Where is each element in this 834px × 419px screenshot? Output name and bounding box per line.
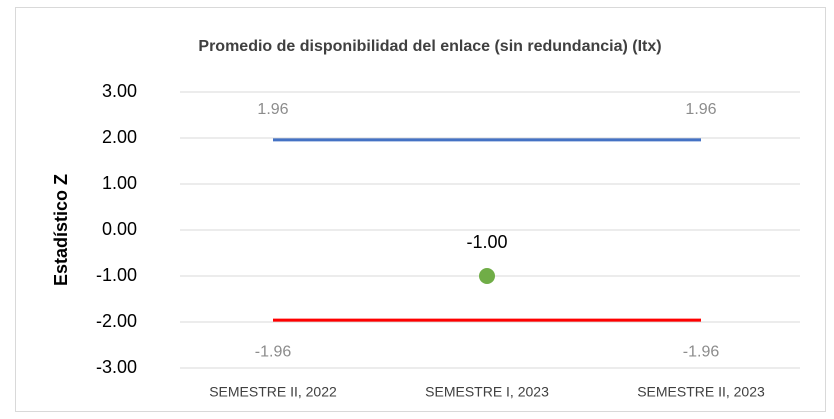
y-tick-label: 3.00 [102, 81, 137, 101]
data-label: 1.96 [257, 101, 288, 118]
x-tick-label: SEMESTRE I, 2023 [425, 384, 549, 400]
y-tick-label: -1.00 [96, 265, 137, 285]
data-label: -1.96 [255, 343, 292, 360]
chart-title: Promedio de disponibilidad del enlace (s… [198, 38, 661, 55]
y-axis-label: Estadístico Z [51, 174, 71, 286]
data-label: 1.96 [685, 101, 716, 118]
x-tick-label: SEMESTRE II, 2023 [637, 384, 765, 400]
y-tick-label: 1.00 [102, 173, 137, 193]
data-label: -1.96 [683, 343, 720, 360]
chart-border [15, 7, 826, 412]
data-label: -1.00 [466, 232, 507, 252]
series-marker [479, 268, 495, 284]
x-tick-label: SEMESTRE II, 2022 [209, 384, 337, 400]
y-tick-label: -2.00 [96, 311, 137, 331]
y-tick-label: 2.00 [102, 127, 137, 147]
y-tick-label: 0.00 [102, 219, 137, 239]
y-tick-label: -3.00 [96, 357, 137, 377]
